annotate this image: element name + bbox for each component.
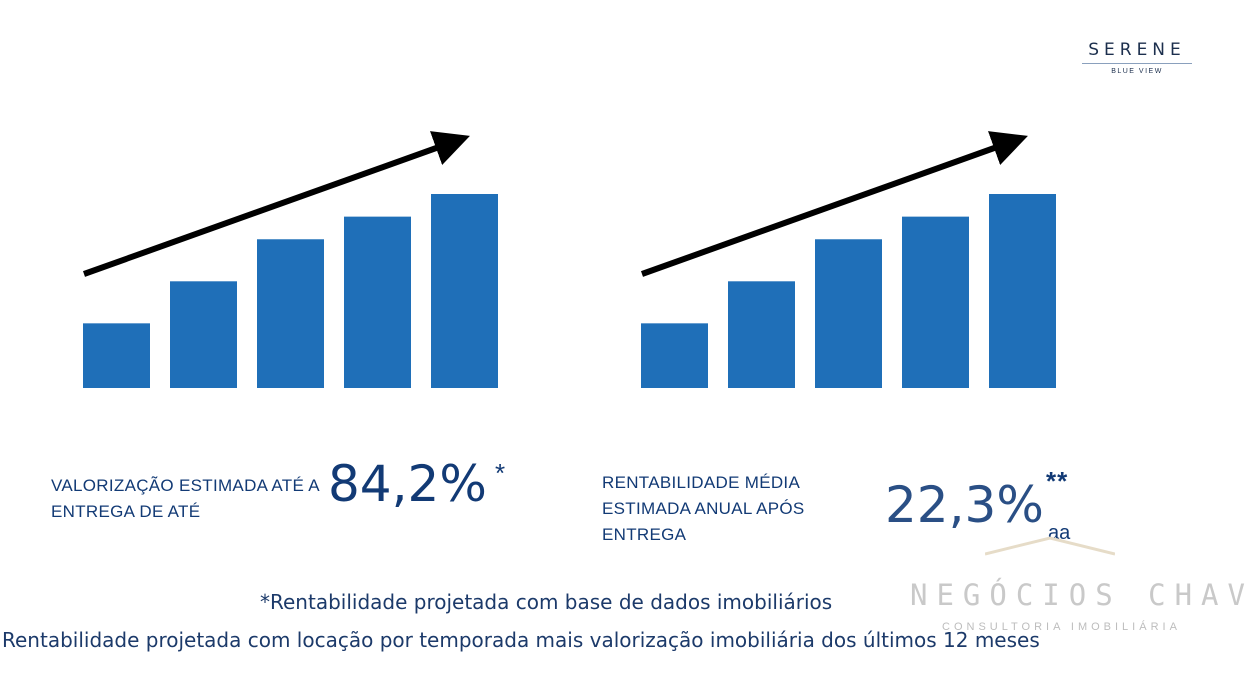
growth-bar (344, 216, 411, 388)
rentabilidade-value: 22,3% (885, 476, 1044, 534)
watermark-title: NEGÓCIOS CHAVES (910, 578, 1250, 612)
growth-bar (815, 239, 882, 388)
growth-bar (170, 281, 237, 388)
brand-name: SERENE (1088, 40, 1186, 60)
valorizacao-label: VALORIZAÇÃO ESTIMADA ATÉ A ENTREGA DE AT… (51, 476, 319, 521)
growth-chart-right (640, 131, 1056, 388)
footnote-1: *Rentabilidade projetada com base de dad… (260, 590, 833, 614)
valorizacao-footnote-marker: * (495, 458, 506, 488)
growth-bar (83, 323, 150, 388)
growth-bar (641, 323, 708, 388)
growth-bar (431, 194, 498, 388)
logo-divider (1082, 63, 1192, 64)
rentabilidade-label: RENTABILIDADE MÉDIA ESTIMADA ANUAL APÓS … (602, 473, 805, 544)
rentabilidade-footnote-marker: ** (1046, 466, 1069, 496)
growth-bar (728, 281, 795, 388)
valorizacao-value: 84,2% (328, 455, 487, 513)
brand-tagline: BLUE VIEW (1111, 68, 1163, 75)
trend-up-arrow-icon (640, 131, 1028, 277)
serene-logo: SERENE BLUE VIEW (1066, 40, 1208, 75)
growth-bar (902, 216, 969, 388)
growth-chart-left (82, 131, 498, 388)
watermark-roof-icon (985, 536, 1115, 556)
growth-bar (257, 239, 324, 388)
watermark-subtitle: CONSULTORIA IMOBILIÁRIA (942, 621, 1181, 633)
trend-up-arrow-icon (82, 131, 470, 277)
growth-bar (989, 194, 1056, 388)
footnote-2: Rentabilidade projetada com locação por … (2, 628, 1040, 652)
